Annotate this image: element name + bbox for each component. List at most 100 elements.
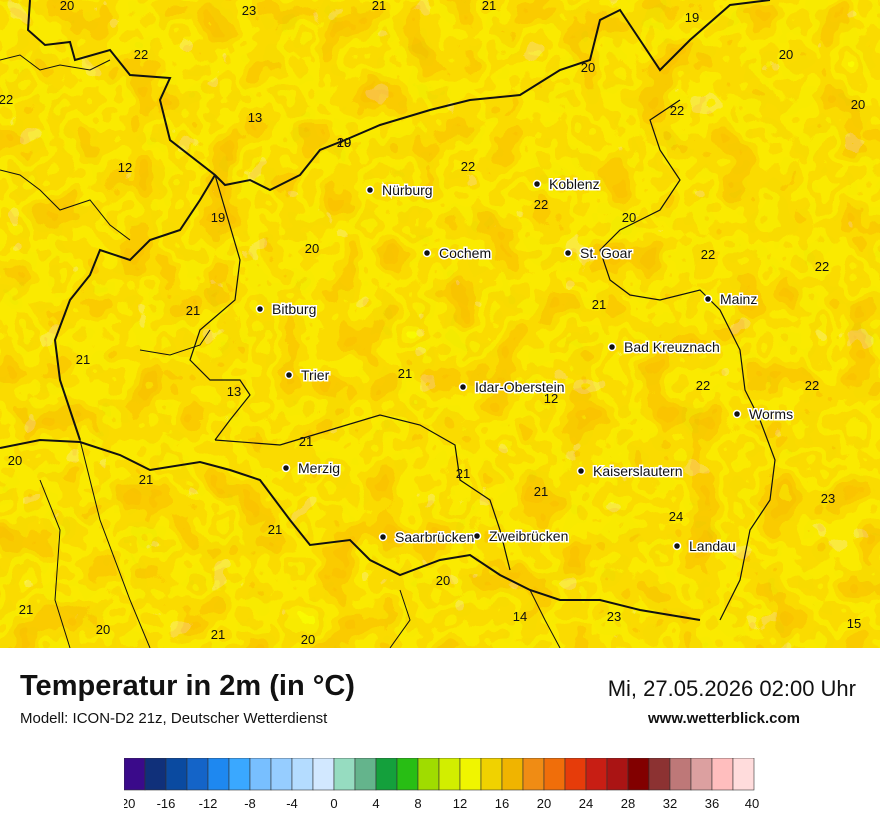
city-dot — [281, 463, 291, 473]
legend-swatch — [732, 757, 755, 791]
city-dot — [255, 304, 265, 314]
temperature-value: 23 — [607, 609, 621, 624]
temperature-value: 12 — [544, 391, 558, 406]
city-dot — [458, 382, 468, 392]
temperature-value: 20 — [436, 573, 450, 588]
value-labels: 20 23 21 21 19 22 20 20 22 13 20 12 22 22 20 19 20 22 22 20… — [0, 0, 865, 647]
temperature-value: 23 — [821, 491, 835, 506]
city-label: Bitburg — [272, 301, 316, 317]
legend-swatch — [606, 757, 629, 791]
legend-tick-label: -12 — [199, 796, 218, 811]
temperature-value: 22 — [0, 92, 13, 107]
temperature-value: 20 — [301, 632, 315, 647]
temperature-value: 22 — [461, 159, 475, 174]
temperature-map[interactable]: 20 23 21 21 19 22 20 20 22 13 20 12 22 22 20 19 20 22 22 20… — [0, 0, 880, 648]
city-dot — [422, 248, 432, 258]
legend-swatch — [123, 757, 146, 791]
temperature-value: 23 — [242, 3, 256, 18]
city-label: Zweibrücken — [489, 528, 568, 544]
city-dot — [284, 370, 294, 380]
temperature-value: 21 — [139, 472, 153, 487]
temperature-value: 22 — [670, 103, 684, 118]
temperature-value: 22 — [701, 247, 715, 262]
legend-tick-label: -4 — [286, 796, 298, 811]
legend-tick-label: 4 — [372, 796, 379, 811]
legend-swatch — [333, 757, 356, 791]
city-label: Nürburg — [382, 182, 433, 198]
temperature-value: 20 — [779, 47, 793, 62]
legend-tick-label: 0 — [330, 796, 337, 811]
legend-swatch — [480, 757, 503, 791]
temperature-field — [0, 0, 880, 648]
legend-swatch — [417, 757, 440, 791]
legend-swatch — [711, 757, 734, 791]
temperature-value: 20 — [60, 0, 74, 13]
city-label: Bad Kreuznach — [624, 339, 720, 355]
temperature-value: 15 — [847, 616, 861, 631]
legend-tick-label: 36 — [705, 796, 719, 811]
temperature-value: 21 — [19, 602, 33, 617]
city-label: Kaiserslautern — [593, 463, 683, 479]
legend-swatch — [501, 757, 524, 791]
city-dot — [672, 541, 682, 551]
forecast-datetime: Mi, 27.05.2026 02:00 Uhr — [607, 676, 856, 701]
legend-swatch — [543, 757, 566, 791]
temperature-value: 12 — [118, 160, 132, 175]
city-dot — [563, 248, 573, 258]
legend-tick-label: 8 — [414, 796, 421, 811]
temperature-value: 22 — [534, 197, 548, 212]
map-canvas: 20 23 21 21 19 22 20 20 22 13 20 12 22 22 20 19 20 22 22 20… — [0, 0, 880, 648]
legend-swatch — [291, 757, 314, 791]
legend-swatch — [312, 757, 335, 791]
city-label: Mainz — [720, 291, 757, 307]
temperature-value: 19 — [211, 210, 225, 225]
city-label: Koblenz — [549, 176, 600, 192]
legend-swatch — [375, 757, 398, 791]
legend-tick-label: -16 — [157, 796, 176, 811]
legend-tick-label: 24 — [579, 796, 593, 811]
legend-swatch — [627, 757, 650, 791]
city-dot — [378, 532, 388, 542]
legend-swatch — [270, 757, 293, 791]
city-label: Worms — [749, 406, 793, 422]
city-dot — [607, 342, 617, 352]
temperature-value: 22 — [696, 378, 710, 393]
temperature-value: 21 — [456, 466, 470, 481]
city-label: Saarbrücken — [395, 529, 474, 545]
color-legend: -20 -16 -12 -8 -4 0 4 8 12 16 20 24 28 32 36 40 — [117, 757, 764, 823]
legend-tick-label: 28 — [621, 796, 635, 811]
temperature-value: 21 — [372, 0, 386, 13]
temperature-value: 22 — [134, 47, 148, 62]
temperature-value: 20 — [96, 622, 110, 637]
border-lines — [0, 0, 776, 648]
city-label: Cochem — [439, 245, 491, 261]
temperature-value: 22 — [815, 259, 829, 274]
temperature-value: 21 — [534, 484, 548, 499]
temperature-value: 19 — [685, 10, 699, 25]
legend-scale: -20 -16 -12 -8 -4 0 4 8 12 16 20 24 28 32 36 40 — [117, 757, 759, 811]
legend-swatch — [396, 757, 419, 791]
temperature-value: 24 — [669, 509, 683, 524]
city-label: Idar-Oberstein — [475, 379, 564, 395]
legend-tick-label: 40 — [745, 796, 759, 811]
city-markers: Nürburg Koblenz Cochem St. Goar Bitburg Mainz… — [255, 175, 795, 556]
city-label: Landau — [689, 538, 736, 554]
legend-swatch — [354, 757, 377, 791]
city-dot — [532, 179, 542, 189]
website-link[interactable]: www.wetterblick.com — [648, 710, 800, 727]
temperature-value: 21 — [398, 366, 412, 381]
legend-swatch — [648, 757, 671, 791]
temperature-value: 20 — [581, 60, 595, 75]
legend-swatch — [228, 757, 251, 791]
temperature-value: 13 — [248, 110, 262, 125]
temperature-value: 22 — [805, 378, 819, 393]
map-title: Temperatur in 2m (in °C) — [20, 670, 355, 702]
legend-swatch — [438, 757, 461, 791]
temperature-value: 20 — [622, 210, 636, 225]
temperature-value: 21 — [299, 434, 313, 449]
city-label: St. Goar — [580, 245, 632, 261]
legend-tick-label: -8 — [244, 796, 256, 811]
temperature-value: 21 — [211, 627, 225, 642]
legend-swatch — [144, 757, 167, 791]
city-dot — [576, 466, 586, 476]
